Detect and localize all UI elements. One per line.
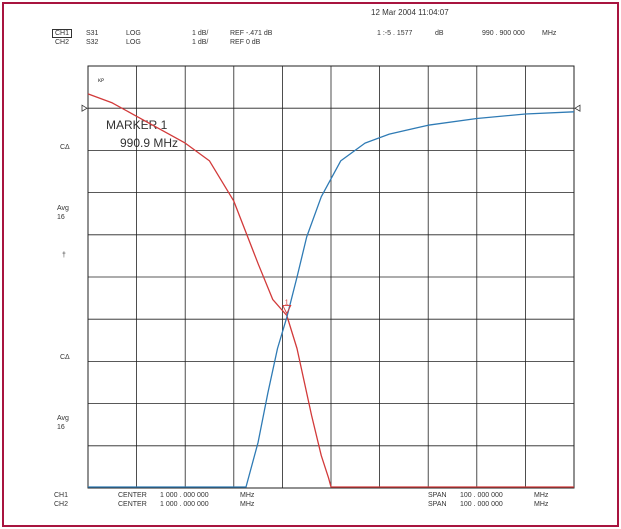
- ch2-format-label: LOG: [126, 39, 141, 46]
- ch2-channel-label[interactable]: CH2: [55, 39, 70, 46]
- left-reference-marker: [81, 104, 88, 112]
- footer-ch1-span-value: 100 . 000 000: [460, 492, 503, 499]
- marker-1-number: 1: [285, 299, 289, 306]
- footer-ch2-center-value: 1 000 . 000 000: [160, 501, 209, 508]
- footer-ch2-label: CH2: [54, 501, 69, 508]
- ch2-scale-label: 1 dB/: [192, 39, 209, 46]
- footer-ch1-span-label: SPAN: [428, 492, 447, 499]
- footer-ch2-center-unit: MHz: [240, 501, 255, 508]
- marker-readout-freq: 990 . 900 000: [482, 30, 525, 37]
- ch1-param-label: S31: [86, 30, 99, 37]
- ch2-param-label: S32: [86, 39, 99, 46]
- ch2-ref-label: REF 0 dB: [230, 39, 261, 46]
- marker-frequency: 990.9 MHz: [120, 136, 179, 150]
- right-reference-marker: [574, 104, 581, 112]
- ch1-scale-label: 1 dB/: [192, 30, 209, 37]
- footer-ch1-center-value: 1 000 . 000 000: [160, 492, 209, 499]
- network-analyzer-plot: 1: [81, 65, 581, 489]
- trigger-arrow-label: †: [62, 252, 66, 259]
- marker-readout-freq-unit: MHz: [542, 30, 557, 37]
- averaging-label-2: Avg: [57, 415, 69, 422]
- footer-ch1-label: CH1: [54, 492, 69, 499]
- averaging-count-1: 16: [57, 214, 65, 221]
- footer-ch2-center-label: CENTER: [118, 501, 147, 508]
- coupling-label-1: CΔ: [60, 144, 70, 151]
- datetime-label: 12 Mar 2004 11:04:07: [371, 8, 449, 17]
- marker-readout-value: 1 :-5 . 1577: [377, 30, 413, 37]
- footer-ch2-span-label: SPAN: [428, 501, 447, 508]
- ch1-channel-label[interactable]: CH1: [52, 29, 73, 38]
- ref-position-label: ᴋᴘ: [98, 78, 105, 84]
- averaging-label-1: Avg: [57, 205, 69, 212]
- marker-readout-unit: dB: [435, 30, 444, 37]
- footer-ch2-span-value: 100 . 000 000: [460, 501, 503, 508]
- series-line-s31: [87, 93, 574, 488]
- series-line-s32: [88, 111, 575, 488]
- ch1-format-label: LOG: [126, 30, 141, 37]
- coupling-label-2: CΔ: [60, 354, 70, 361]
- footer-ch1-span-unit: MHz: [534, 492, 549, 499]
- marker-1-triangle: [282, 305, 292, 315]
- ch1-ref-label: REF -.471 dB: [230, 30, 273, 37]
- footer-ch1-center-label: CENTER: [118, 492, 147, 499]
- averaging-count-2: 16: [57, 424, 65, 431]
- footer-ch2-span-unit: MHz: [534, 501, 549, 508]
- footer-ch1-center-unit: MHz: [240, 492, 255, 499]
